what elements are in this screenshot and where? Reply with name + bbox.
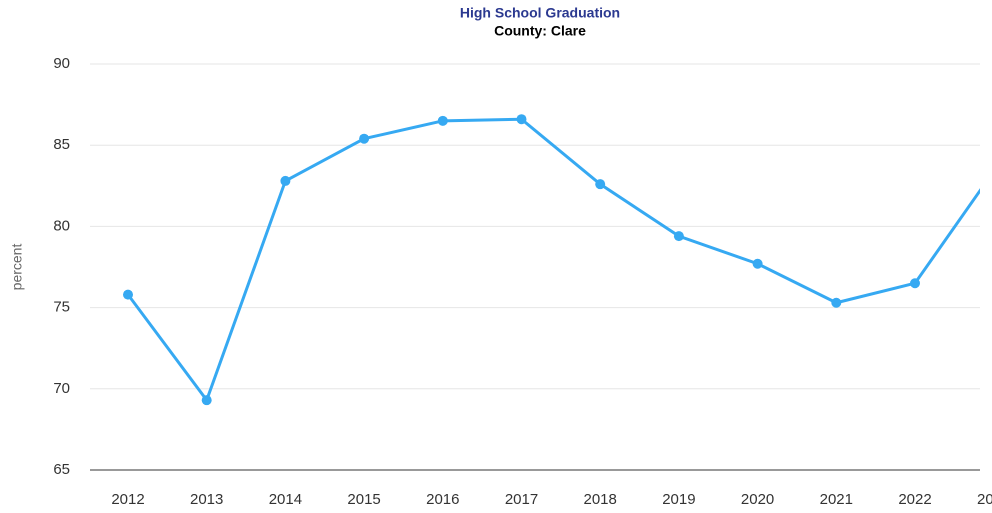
point xyxy=(201,395,212,406)
line xyxy=(126,117,980,404)
x-tick-label: 2018 xyxy=(584,491,617,508)
chart-title: High School Graduation xyxy=(460,5,620,21)
point xyxy=(437,115,448,126)
y-axis-label: percent xyxy=(9,244,25,291)
point xyxy=(516,114,527,125)
chart-subtitle: County: Clare xyxy=(494,23,586,39)
point xyxy=(359,133,370,144)
point xyxy=(673,231,684,242)
y-tick-label: 65 xyxy=(53,461,70,478)
x-tick-label: 2013 xyxy=(190,491,223,508)
y-tick-label: 85 xyxy=(53,136,70,153)
point xyxy=(280,175,291,186)
x-tick-label: 2019 xyxy=(662,491,695,508)
y-tick-label: 75 xyxy=(53,299,70,316)
x-tick-label: 2014 xyxy=(269,491,302,508)
point xyxy=(752,258,763,269)
grid xyxy=(90,63,980,471)
point xyxy=(831,297,842,308)
x-tick-label: 2012 xyxy=(111,491,144,508)
plot-area xyxy=(123,114,980,406)
x-tick-label: 2021 xyxy=(820,491,853,508)
y-tick-label: 90 xyxy=(53,55,70,72)
y-tick-label: 70 xyxy=(53,380,70,397)
y-tick-label: 80 xyxy=(53,217,70,234)
point xyxy=(123,289,133,300)
point xyxy=(595,179,606,190)
x-tick-label: 2016 xyxy=(426,491,459,508)
x-tick-label: 2022 xyxy=(898,491,931,508)
x-tick-label: 2023 xyxy=(977,491,992,508)
x-tick-label: 2020 xyxy=(741,491,774,508)
point xyxy=(910,278,920,289)
x-tick-label: 2017 xyxy=(505,491,538,508)
x-tick-label: 2015 xyxy=(347,491,380,508)
